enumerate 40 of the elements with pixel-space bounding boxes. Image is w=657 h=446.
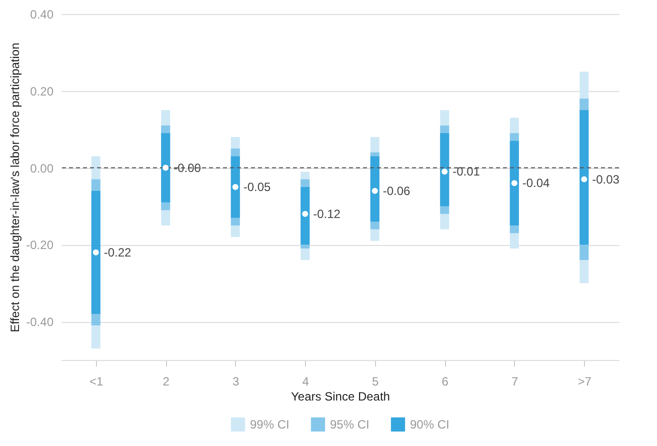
x-tick-label: 3 <box>232 374 240 388</box>
data-label: -0.05 <box>243 180 272 194</box>
y-tick-label: -0.40 <box>26 315 54 330</box>
point <box>302 210 308 217</box>
legend-label: 90% CI <box>410 417 450 432</box>
x-tick-label: <1 <box>90 374 104 388</box>
data-label: -0.22 <box>104 245 132 260</box>
legend-label: 95% CI <box>330 417 370 432</box>
bar <box>230 156 240 218</box>
x-tick-label: 6 <box>442 374 449 388</box>
bar <box>440 133 450 206</box>
point <box>92 249 99 256</box>
y-axis-title: Effect on the daughter-in-law's labor force participation <box>8 42 22 332</box>
bar <box>580 110 589 245</box>
data-label: -0.03 <box>592 172 620 186</box>
y-tick-label: -0.20 <box>26 238 54 252</box>
bar <box>300 187 310 245</box>
point <box>372 188 378 194</box>
point <box>581 176 588 182</box>
bar <box>91 190 100 314</box>
data-label: -0.04 <box>522 176 550 190</box>
point <box>511 180 518 186</box>
x-tick-label: 7 <box>512 374 519 388</box>
point <box>442 168 448 175</box>
bar <box>161 133 170 202</box>
bar <box>510 140 519 226</box>
x-tick-label: 5 <box>372 374 380 388</box>
x-tick-label: >7 <box>578 374 592 388</box>
y-tick-label: 0.40 <box>30 8 54 22</box>
x-tick-label: 4 <box>302 374 310 388</box>
point <box>162 164 169 171</box>
x-tick-label: 2 <box>162 374 170 388</box>
point <box>232 184 238 190</box>
data-label: -0.06 <box>382 184 411 198</box>
data-label: -0.12 <box>313 206 341 221</box>
legend-label: 99% CI <box>250 417 290 432</box>
x-axis-title: Years Since Death <box>291 390 390 404</box>
data-label: -0.01 <box>452 164 480 179</box>
y-tick-label: 0.20 <box>30 84 54 98</box>
y-tick-label: 0.00 <box>30 161 54 176</box>
